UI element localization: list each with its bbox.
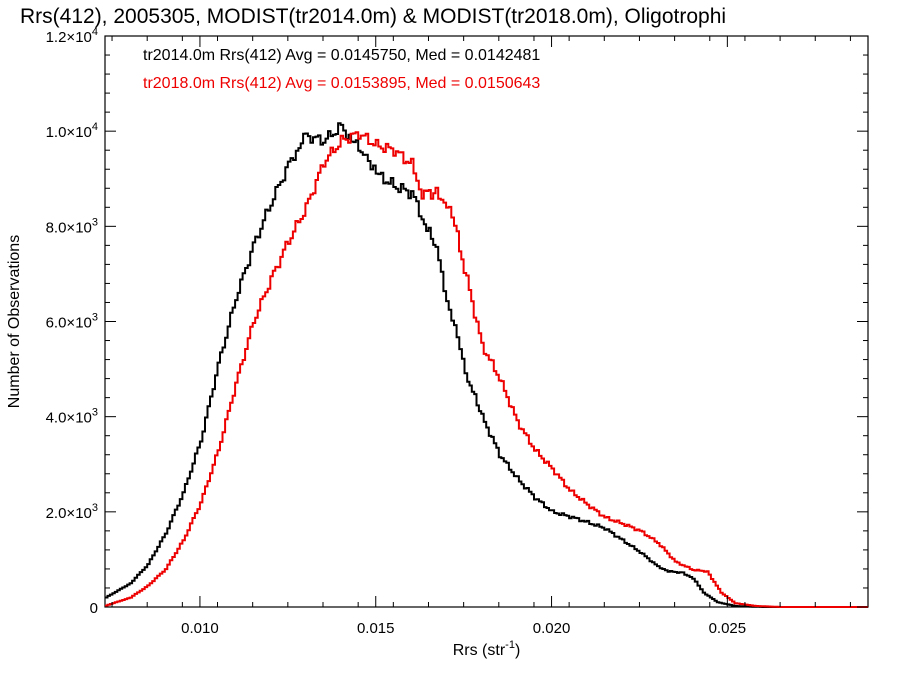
plot-area: 0.010 0.015 0.020 0.025 0 2.0×103 4.0×103 6.0×…: [46, 26, 869, 637]
x-tick-label: 0.025: [709, 620, 747, 637]
series-line-tr2018.0m: [105, 131, 868, 608]
plot-frame: [104, 35, 869, 608]
y-tick-label: 0: [90, 600, 98, 617]
legend-entry-tr2018.0m: tr2018.0m Rrs(412) Avg = 0.0153895, Med …: [143, 75, 540, 92]
series-layer: [105, 122, 868, 608]
y-tick-label: 4.0×103: [46, 407, 98, 427]
legend: tr2014.0m Rrs(412) Avg = 0.0145750, Med …: [143, 47, 540, 92]
y-tick-label: 6.0×103: [46, 312, 98, 332]
chart-title: Rrs(412), 2005305, MODIST(tr2014.0m) & M…: [20, 5, 726, 28]
x-tick-label: 0.015: [357, 620, 395, 637]
y-tick-label: 8.0×103: [46, 216, 98, 236]
x-axis-label-superscript: -1: [505, 639, 515, 651]
x-tick-label: 0.010: [181, 620, 219, 637]
y-axis-ticks: 0 2.0×103 4.0×103 6.0×103 8.0×103 1.0×104 1.2×…: [46, 26, 868, 617]
y-tick-label: 2.0×103: [46, 502, 98, 522]
x-axis-label: Rrs (str-1): [453, 639, 521, 659]
x-tick-label: 0.020: [533, 620, 571, 637]
y-axis-label: Number of Observations: [6, 235, 23, 408]
x-axis-ticks: 0.010 0.015 0.020 0.025: [111, 36, 851, 637]
y-tick-label: 1.0×104: [46, 121, 98, 141]
y-tick-label: 1.2×104: [46, 26, 98, 46]
legend-entry-tr2014.0m: tr2014.0m Rrs(412) Avg = 0.0145750, Med …: [143, 47, 540, 64]
series-line-tr2014.0m: [105, 122, 868, 608]
